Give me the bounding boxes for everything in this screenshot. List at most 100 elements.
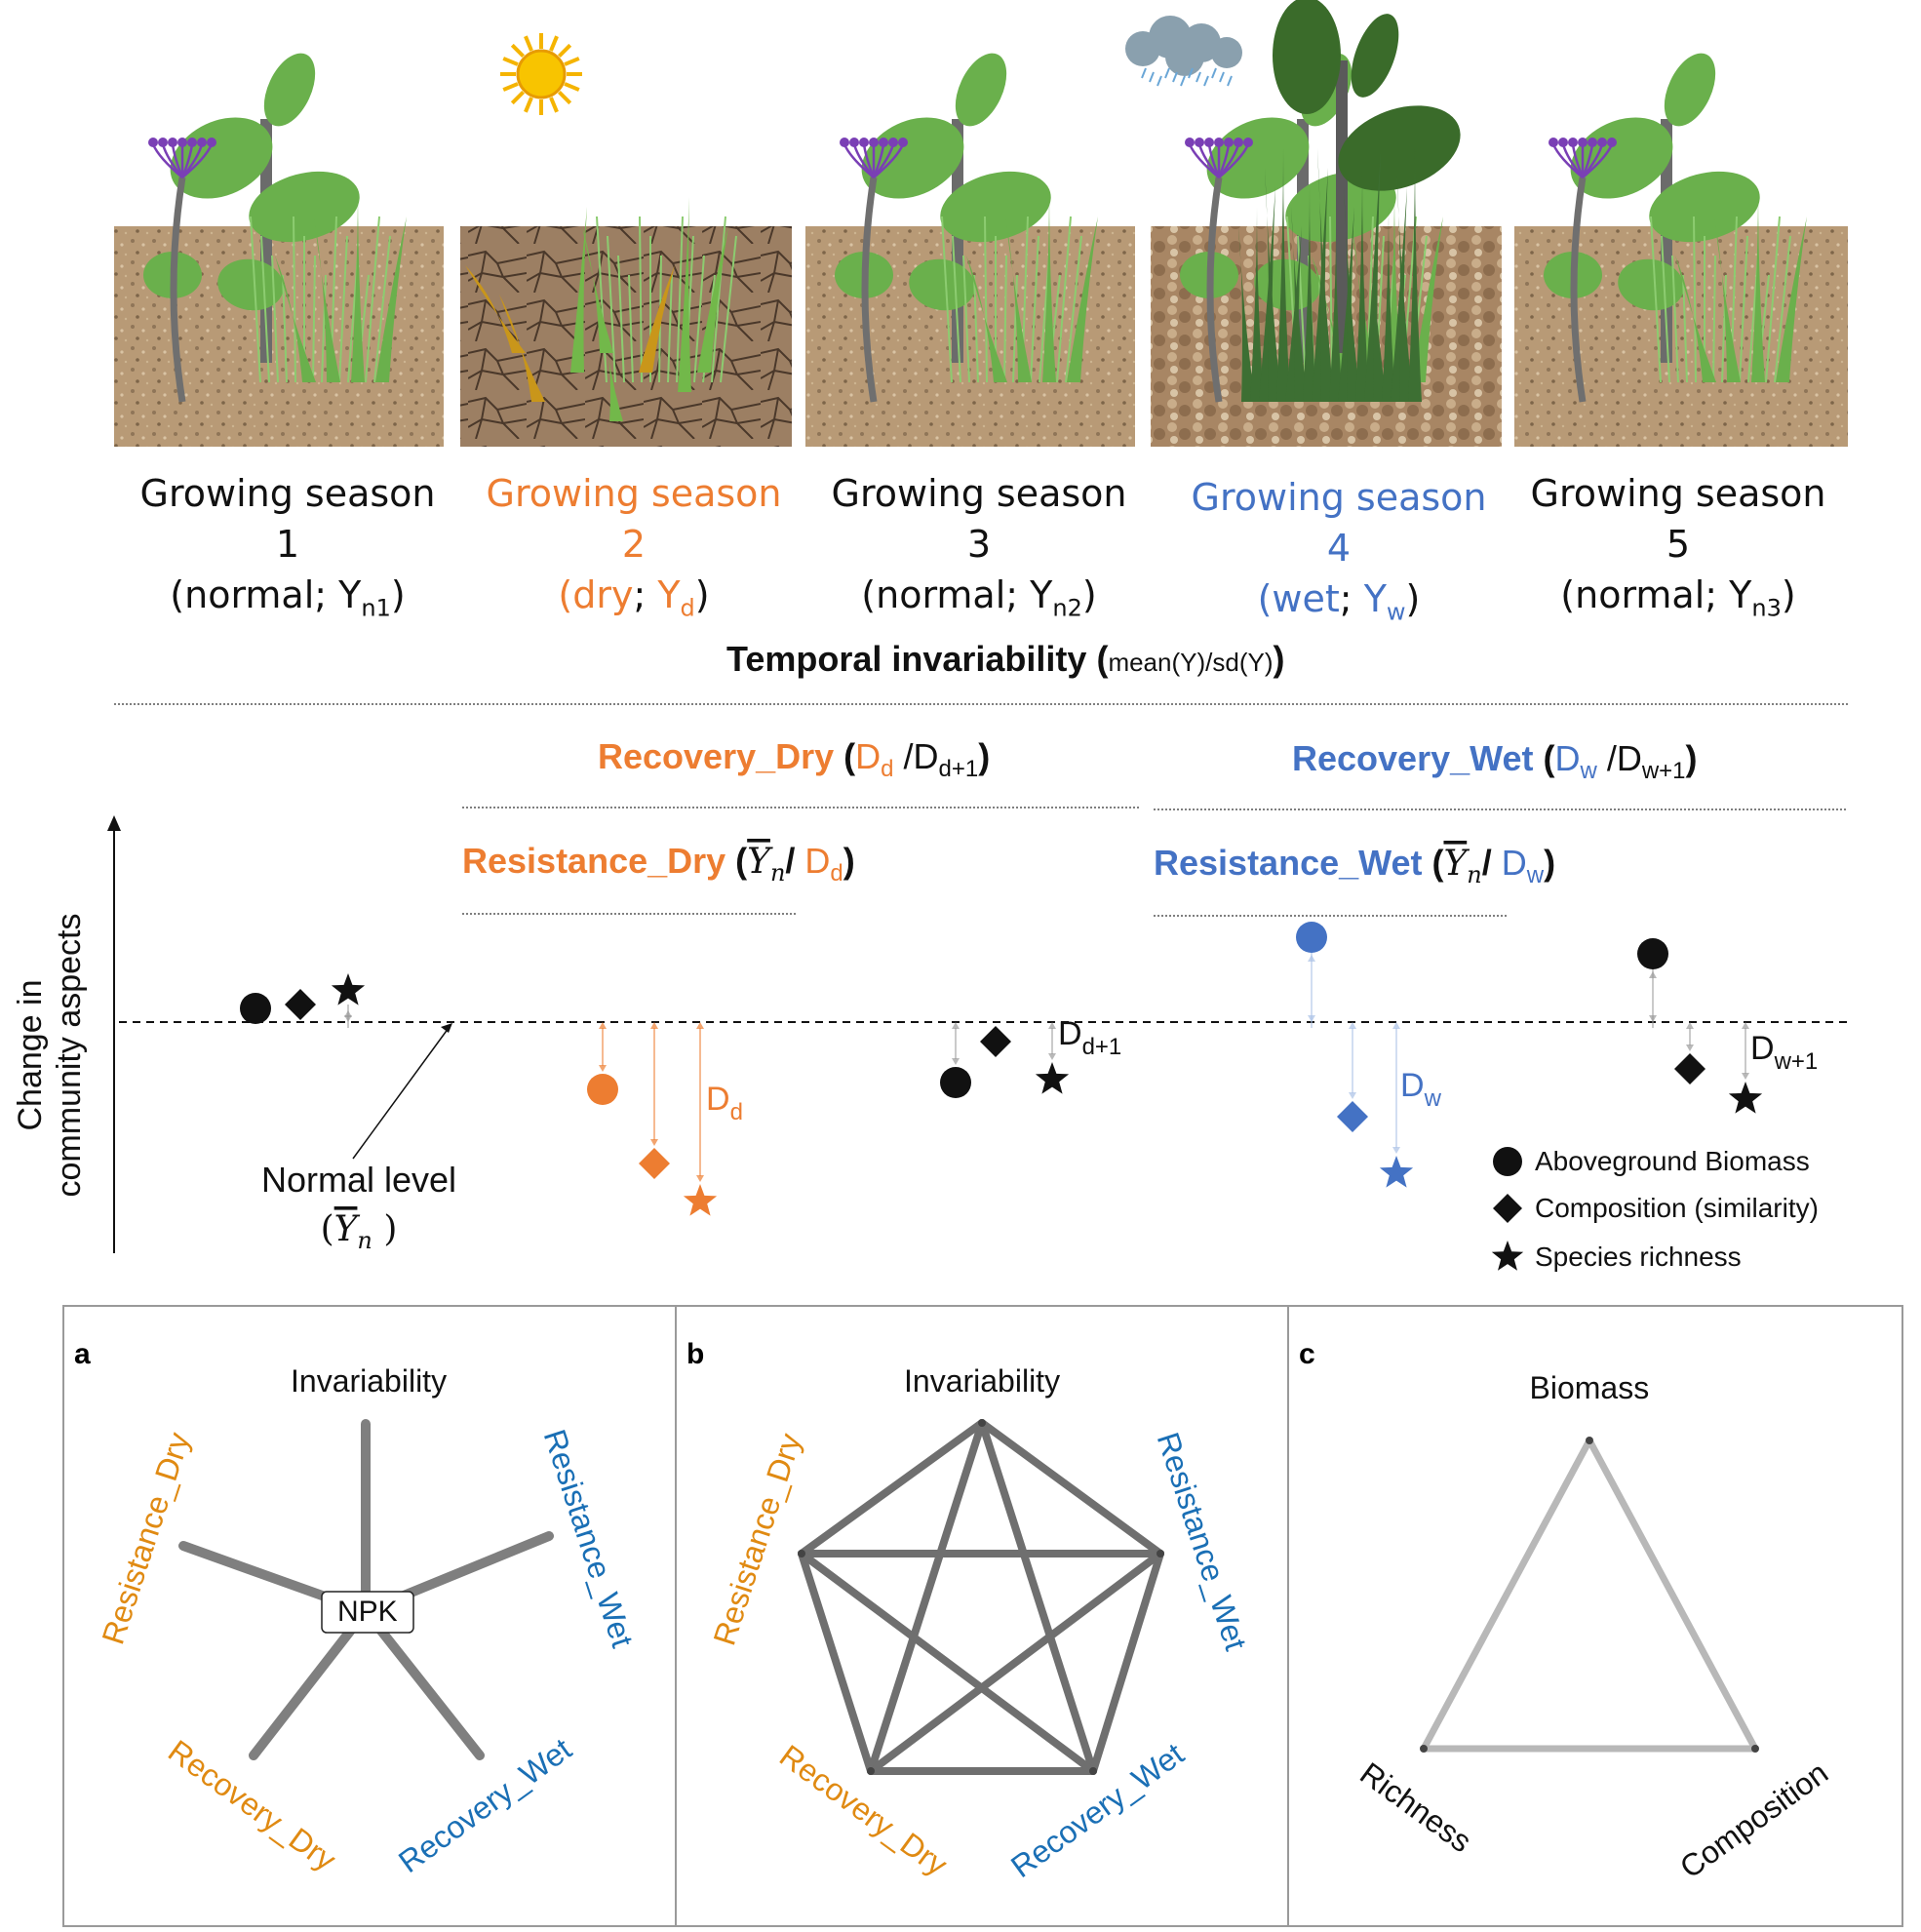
broad-leaf — [1570, 117, 1673, 199]
deviation-label: Dd — [706, 1081, 743, 1125]
deviation-arrowhead — [952, 1058, 960, 1065]
grass-blade — [1412, 217, 1443, 382]
grass-stem — [1329, 216, 1333, 383]
grass-blade — [275, 256, 316, 382]
umbel-flower — [898, 138, 908, 147]
season-3-caption: Growing season 3 (normal; Yn2) — [818, 468, 1140, 634]
season-5-caption: Growing season 5 (normal; Yn3) — [1517, 468, 1839, 634]
grass-blade — [1291, 207, 1308, 402]
umbel-flower — [177, 138, 187, 147]
deviation-arrowhead — [952, 1022, 960, 1029]
sun-ray — [557, 43, 572, 59]
raindrop — [1180, 75, 1186, 87]
grass-blade — [1303, 187, 1316, 402]
grass-stem — [973, 274, 979, 383]
stability-metric-header: Temporal invariability (mean(Y)/sd(Y)) Re… — [114, 639, 1848, 917]
broad-leaf — [1338, 105, 1461, 191]
sun-ray — [549, 97, 559, 113]
season-5-illustration — [1514, 53, 1848, 447]
deviation-arrowhead — [1742, 1022, 1749, 1029]
broad-leaf — [909, 258, 975, 311]
broad-leaf — [955, 53, 1007, 127]
flower-stem — [861, 177, 878, 403]
community-change-plot: Change incommunity aspects Normal level (Y… — [12, 815, 1848, 1272]
umbel-flower — [1243, 138, 1253, 147]
grass-blade — [1370, 226, 1387, 402]
legend-label: Aboveground Biomass — [1535, 1146, 1810, 1176]
data-marker-star — [1379, 1156, 1414, 1188]
grass-stem — [720, 235, 737, 383]
deviation-arrowhead — [696, 1022, 704, 1029]
grass-stem — [962, 255, 970, 383]
data-marker-diamond — [1337, 1101, 1368, 1132]
season-title: Growing season 3 — [831, 472, 1127, 566]
sun-ray — [564, 82, 580, 92]
season-title: Growing season 4 — [1191, 476, 1487, 570]
broad-leaf — [861, 117, 964, 199]
season-condition: (normal; Yn3) — [1560, 573, 1796, 622]
sun-icon — [500, 33, 582, 115]
node-label-invariability: Invariability — [291, 1362, 448, 1399]
broad-leaf — [1351, 14, 1399, 98]
grass-stem — [1693, 216, 1697, 383]
grass-blade — [375, 217, 407, 382]
umbel-flower — [1578, 138, 1588, 147]
grass-stem — [1682, 274, 1688, 383]
normal-level-symbol: (Yn ) — [321, 1209, 398, 1254]
season-title: Growing season 2 — [486, 472, 782, 566]
umbel-flower — [1234, 138, 1243, 147]
umbel-flower — [888, 138, 898, 147]
grass-stem — [1739, 235, 1748, 383]
normal-level-pointer — [352, 1027, 450, 1160]
season-title: Growing season 1 — [139, 472, 436, 566]
umbel-flower — [148, 138, 158, 147]
grass-stem — [321, 274, 327, 383]
panel-b-letter: b — [686, 1338, 705, 1370]
sun-ray — [510, 90, 526, 105]
season-2-caption: Growing season 2 (dry; Yd) — [473, 468, 795, 634]
raindrop — [1164, 67, 1170, 79]
grass-stem — [711, 216, 726, 383]
sun-ray — [524, 35, 533, 52]
grass-blade — [1408, 148, 1422, 402]
grass-blade — [1238, 226, 1255, 402]
umbel-flower — [187, 138, 197, 147]
grass-blade — [639, 265, 675, 373]
raindrop — [1211, 67, 1217, 79]
umbel-flower — [1224, 138, 1234, 147]
season-2-ground — [460, 226, 792, 447]
umbel-flower — [1558, 138, 1568, 147]
grass-stem — [952, 235, 961, 383]
grass-stem — [293, 216, 296, 383]
season-condition: (wet; Yw) — [1257, 577, 1421, 626]
node-label-biomass: Biomass — [1529, 1369, 1650, 1405]
data-marker-circle — [940, 1067, 971, 1098]
grass-stem — [1774, 235, 1791, 383]
umbel-flower — [1607, 138, 1617, 147]
grass-stem — [639, 216, 643, 383]
panel-a-letter: a — [74, 1338, 91, 1370]
grass-blade — [1675, 256, 1716, 382]
grass-blade — [499, 295, 545, 402]
deviation-label: Dd+1 — [1058, 1015, 1121, 1060]
broad-leaf — [940, 171, 1051, 243]
broad-leaf — [1273, 0, 1341, 114]
deviation-arrowhead — [1392, 1022, 1400, 1029]
invariability-title: Temporal invariability (mean(Y)/sd(Y)) — [726, 639, 1284, 679]
grass-blade — [1317, 148, 1334, 402]
deviation-arrowhead — [344, 1010, 352, 1017]
flower-stem — [170, 177, 186, 403]
umbel-flower — [869, 138, 879, 147]
grass-stem — [260, 235, 270, 383]
raindrop — [1203, 75, 1209, 87]
deviation-label: Dw+1 — [1750, 1030, 1818, 1075]
data-marker-diamond — [1674, 1053, 1705, 1084]
umbel-flower — [1549, 138, 1558, 147]
data-marker-circle — [1296, 922, 1327, 953]
umbel-flower — [1568, 138, 1578, 147]
legend-diamond-icon — [1493, 1194, 1522, 1223]
node-label-invariability: Invariability — [904, 1362, 1061, 1399]
data-marker-circle — [587, 1074, 618, 1105]
grass-blade — [1329, 226, 1343, 402]
broad-leaf — [1649, 171, 1760, 243]
